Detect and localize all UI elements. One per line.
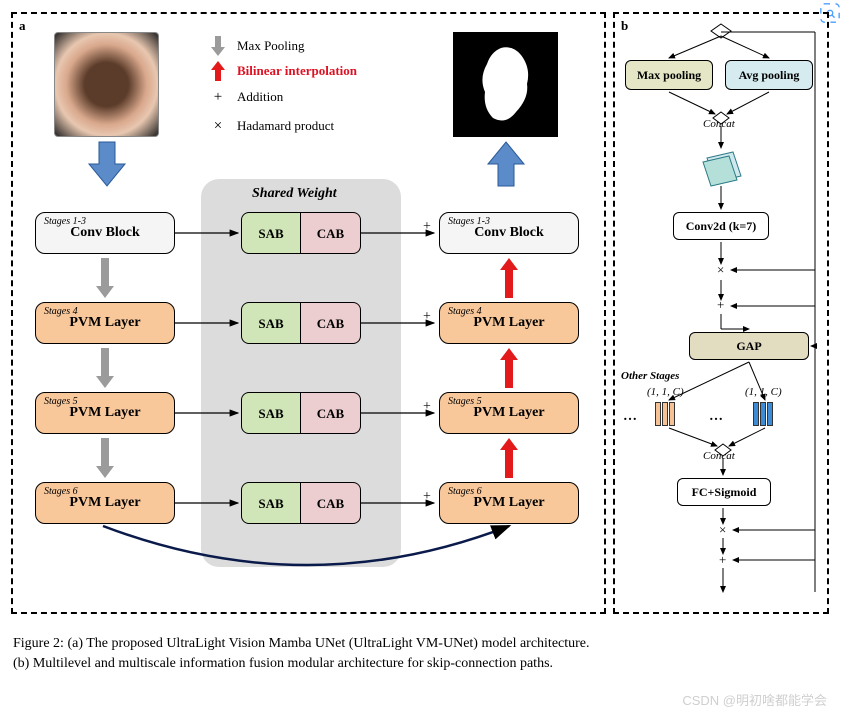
caption-line-1: Figure 2: (a) The proposed UltraLight Vi… bbox=[13, 636, 590, 651]
red-up-arrow-icon bbox=[500, 348, 518, 393]
plus-symbol: + bbox=[423, 399, 431, 415]
gray-down-arrow-icon bbox=[96, 348, 114, 393]
plus-symbol: + bbox=[719, 552, 726, 568]
plus-symbol: + bbox=[423, 489, 431, 505]
gray-down-arrow-icon bbox=[96, 258, 114, 303]
red-up-arrow-icon bbox=[500, 258, 518, 303]
plus-symbol: + bbox=[423, 309, 431, 325]
panel-a-arrows bbox=[13, 14, 608, 616]
panel-b: b Max pooling Avg pooling Concat Conv2d … bbox=[613, 12, 829, 614]
gray-down-arrow-icon bbox=[96, 438, 114, 483]
plus-symbol: + bbox=[423, 219, 431, 235]
panel-a: a Max Pooling Bilinear interpolation +Ad… bbox=[11, 12, 606, 614]
caption-line-2: (b) Multilevel and multiscale informatio… bbox=[13, 656, 553, 671]
watermark: CSDN @明初啥都能学会 bbox=[682, 690, 827, 709]
red-up-arrow-icon bbox=[500, 438, 518, 483]
times-symbol: × bbox=[719, 522, 726, 538]
figure-caption: Figure 2: (a) The proposed UltraLight Vi… bbox=[13, 634, 813, 673]
plus-symbol: + bbox=[717, 297, 724, 313]
times-symbol: × bbox=[717, 262, 724, 278]
